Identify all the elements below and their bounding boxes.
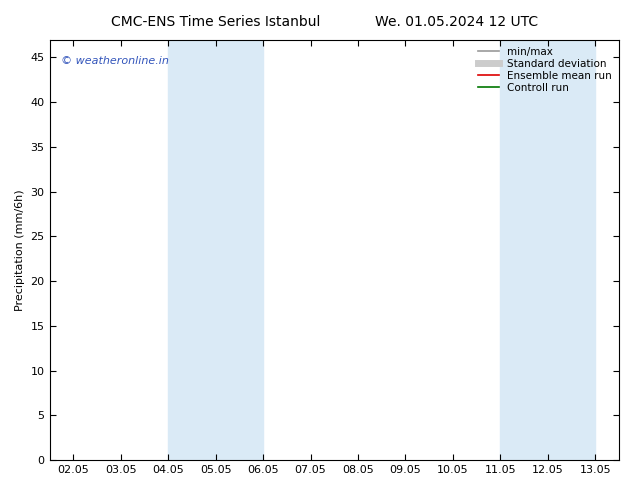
Text: We. 01.05.2024 12 UTC: We. 01.05.2024 12 UTC [375,15,538,29]
Text: CMC-ENS Time Series Istanbul: CMC-ENS Time Series Istanbul [111,15,320,29]
Text: © weatheronline.in: © weatheronline.in [61,56,169,66]
Bar [500,40,595,460]
Y-axis label: Precipitation (mm/6h): Precipitation (mm/6h) [15,189,25,311]
Legend: min/max, Standard deviation, Ensemble mean run, Controll run: min/max, Standard deviation, Ensemble me… [476,45,614,95]
Bar [168,40,263,460]
